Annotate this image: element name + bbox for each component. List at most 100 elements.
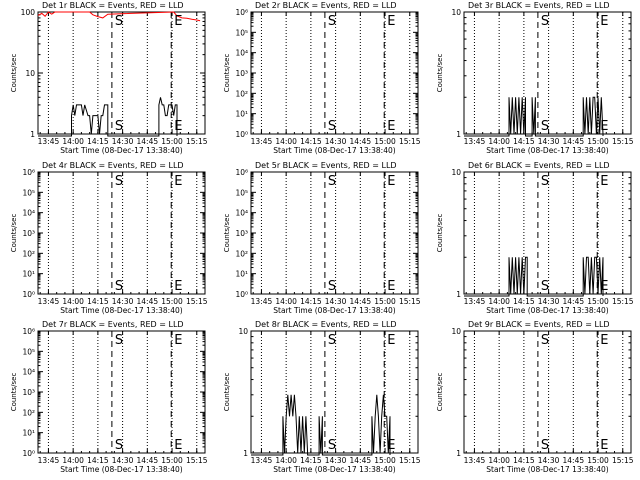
y-tick-label: 10³ (22, 229, 35, 238)
x-tick-label: 14:15 (513, 137, 535, 146)
x-tick-label: 14:45 (137, 137, 159, 146)
event-rate-line (464, 96, 604, 137)
x-tick-label: 14:45 (563, 137, 585, 146)
x-tick-label: 13:45 (464, 456, 486, 465)
x-tick-label: 14:00 (275, 297, 297, 306)
end-marker-label: E (600, 14, 608, 29)
start-marker-label: S (115, 174, 123, 189)
y-tick-label: 10⁶ (22, 168, 35, 177)
end-marker-label: E (174, 438, 182, 453)
event-rate-line (464, 256, 604, 297)
end-marker-label: E (600, 119, 608, 134)
x-tick-label: 13:45 (464, 137, 486, 146)
x-tick-label: 15:15 (612, 137, 634, 146)
end-marker-label: E (387, 174, 395, 189)
y-tick-label: 10³ (22, 388, 35, 397)
y-axis-label: Counts/sec (436, 373, 444, 412)
start-marker-label: S (541, 174, 549, 189)
x-tick-label: 14:45 (350, 456, 372, 465)
plot-frame (37, 11, 206, 135)
x-tick-label: 15:15 (186, 137, 208, 146)
start-marker-label: S (328, 333, 336, 348)
x-axis-label: Start Time (08-Dec-17 13:38:40) (273, 306, 395, 315)
x-tick-label: 15:15 (612, 456, 634, 465)
x-tick-label: 13:45 (38, 137, 60, 146)
plot-frame (250, 171, 419, 295)
end-marker-label: E (387, 279, 395, 294)
end-marker-label: E (387, 119, 395, 134)
x-tick-label: 15:15 (186, 456, 208, 465)
x-axis-label: Start Time (08-Dec-17 13:38:40) (273, 146, 395, 155)
panel-title: Det 3r BLACK = Events, RED = LLD (468, 1, 610, 10)
plot-frame (250, 11, 419, 135)
x-axis-label: Start Time (08-Dec-17 13:38:40) (273, 465, 395, 474)
x-tick-label: 14:45 (563, 456, 585, 465)
end-marker-label: E (387, 14, 395, 29)
start-marker-label: S (328, 438, 336, 453)
y-axis-label: Counts/sec (223, 54, 231, 93)
x-tick-label: 14:15 (300, 137, 322, 146)
lld-rate-line (37, 11, 201, 22)
x-tick-label: 14:30 (112, 456, 134, 465)
start-marker-label: S (541, 14, 549, 29)
x-tick-label: 15:15 (399, 456, 421, 465)
x-tick-label: 14:00 (275, 456, 297, 465)
x-tick-label: 15:00 (587, 137, 609, 146)
x-tick-label: 14:45 (350, 137, 372, 146)
y-tick-label: 10⁴ (235, 49, 248, 58)
y-tick-label: 10¹ (235, 110, 248, 119)
x-tick-label: 14:30 (538, 137, 560, 146)
y-tick-label: 10⁵ (22, 347, 35, 356)
start-marker-label: S (541, 279, 549, 294)
x-tick-label: 15:00 (374, 297, 396, 306)
y-tick-label: 10 (238, 327, 248, 336)
panel-title: Det 4r BLACK = Events, RED = LLD (42, 161, 184, 170)
x-tick-label: 13:45 (251, 137, 273, 146)
x-tick-label: 15:00 (374, 137, 396, 146)
y-axis-label: Counts/sec (10, 214, 18, 253)
y-tick-label: 10⁰ (235, 290, 248, 299)
event-rate-line (38, 97, 178, 137)
plot-frame (250, 330, 419, 454)
x-tick-label: 14:30 (112, 137, 134, 146)
end-marker-label: E (387, 438, 395, 453)
start-marker-label: S (328, 119, 336, 134)
start-marker-label: S (115, 14, 123, 29)
y-axis-label: Counts/sec (223, 214, 231, 253)
y-tick-label: 10⁵ (235, 188, 248, 197)
x-tick-label: 13:45 (38, 456, 60, 465)
y-tick-label: 10⁴ (235, 209, 248, 218)
x-tick-label: 14:45 (563, 297, 585, 306)
x-tick-label: 15:15 (612, 297, 634, 306)
x-tick-label: 14:00 (488, 456, 510, 465)
x-tick-label: 14:00 (488, 137, 510, 146)
y-tick-label: 10¹ (235, 270, 248, 279)
end-marker-label: E (600, 333, 608, 348)
start-marker-label: S (541, 119, 549, 134)
x-tick-label: 15:15 (399, 297, 421, 306)
y-tick-label: 10⁶ (235, 8, 248, 17)
x-axis-label: Start Time (08-Dec-17 13:38:40) (486, 146, 608, 155)
x-tick-label: 14:45 (137, 297, 159, 306)
x-tick-label: 14:00 (62, 137, 84, 146)
x-tick-label: 15:00 (374, 456, 396, 465)
plot-frame (463, 11, 632, 135)
panel-title: Det 5r BLACK = Events, RED = LLD (255, 161, 397, 170)
y-tick-label: 10¹ (22, 270, 35, 279)
x-tick-label: 14:45 (350, 297, 372, 306)
start-marker-label: S (328, 174, 336, 189)
x-tick-label: 13:45 (251, 456, 273, 465)
start-marker-label: S (115, 333, 123, 348)
y-tick-label: 10⁰ (22, 290, 35, 299)
end-marker-label: E (174, 174, 182, 189)
y-tick-label: 10² (22, 249, 35, 258)
panel-title: Det 1r BLACK = Events, RED = LLD (42, 1, 184, 10)
start-marker-label: S (115, 119, 123, 134)
start-marker-label: S (541, 438, 549, 453)
y-tick-label: 10² (235, 89, 248, 98)
x-tick-label: 14:30 (538, 297, 560, 306)
end-marker-label: E (600, 279, 608, 294)
x-tick-label: 14:15 (87, 297, 109, 306)
y-tick-label: 10¹ (22, 429, 35, 438)
